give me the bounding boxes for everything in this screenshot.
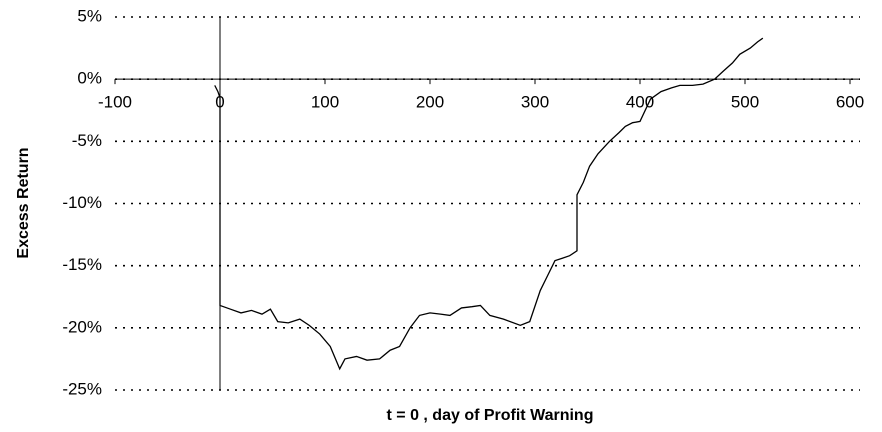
line-series (214, 37, 764, 371)
y-tick-label: -15% (62, 255, 102, 274)
x-tick-label: 200 (416, 93, 444, 112)
x-tick-label: 300 (521, 93, 549, 112)
y-tick-label: -5% (72, 131, 102, 150)
x-tick-label: 600 (836, 93, 864, 112)
x-tick-label: -100 (98, 93, 132, 112)
y-tick-label: -25% (62, 379, 102, 398)
x-axis-label: t = 0 , day of Profit Warning (387, 407, 594, 424)
x-tick-label: 100 (311, 93, 339, 112)
y-tick-label: -10% (62, 193, 102, 212)
x-tick-label: 500 (731, 93, 759, 112)
y-tick-label: 5% (77, 6, 102, 25)
y-tick-label: 0% (77, 69, 102, 88)
y-axis-label: Excess Return (15, 147, 32, 258)
y-tick-label: -20% (62, 317, 102, 336)
x-tick-label: 400 (626, 93, 654, 112)
